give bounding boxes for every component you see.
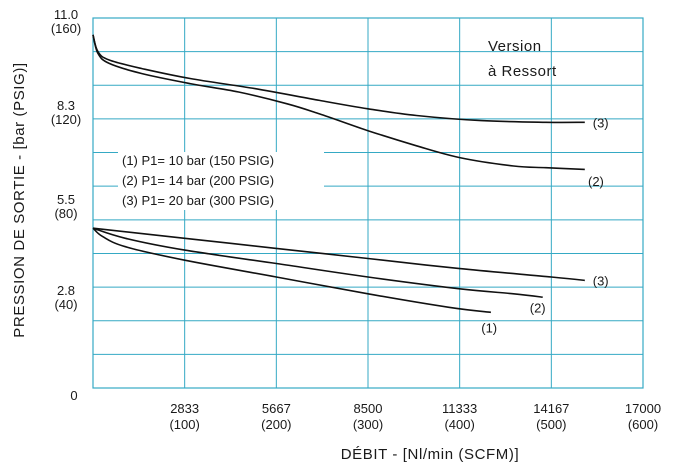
- curve-low-4: [92, 227, 543, 298]
- x-tick-labels: 2833(100) 5667(200) 8500(300) 11333(400) 141…: [169, 401, 661, 432]
- curve-labels: (3) (2) (3) (2) (1): [481, 115, 608, 335]
- curve-low-5: [92, 227, 491, 314]
- curve-high-2: [92, 34, 585, 171]
- y-tick-label: 2.8: [57, 283, 75, 298]
- x-axis-title: DÉBIT - [Nl/min (SCFM)]: [341, 446, 520, 463]
- x-tick-label: 14167: [533, 401, 569, 416]
- y-tick-label: 5.5: [57, 192, 75, 207]
- curves: [92, 34, 585, 314]
- x-tick-sublabel: (100): [169, 417, 199, 432]
- y-axis-title: PRESSION DE SORTIE - [bar (PSIG)]: [11, 62, 28, 337]
- y-tick-label: 11.0: [54, 7, 78, 22]
- x-tick-sublabel: (300): [353, 417, 383, 432]
- legend-entry-2: (2) P1= 14 bar (200 PSIG): [122, 173, 274, 188]
- x-tick-sublabel: (400): [444, 417, 474, 432]
- x-tick-sublabel: (600): [628, 417, 658, 432]
- y-tick-labels: 0 2.8(40) 5.5(80) 8.3(120) 11.0(160): [51, 7, 81, 403]
- y-tick-sublabel: (120): [51, 112, 81, 127]
- y-tick-label: 0: [70, 388, 77, 403]
- y-tick-label: 8.3: [57, 98, 75, 113]
- curve-label: (1): [481, 320, 497, 335]
- legend-entry-3: (3) P1= 20 bar (300 PSIG): [122, 193, 274, 208]
- x-tick-label: 5667: [262, 401, 291, 416]
- y-tick-sublabel: (160): [51, 21, 81, 36]
- x-tick-label: 11333: [442, 401, 477, 416]
- annotation-line-2: à Ressort: [488, 63, 557, 80]
- curve-label: (2): [530, 300, 546, 315]
- x-tick-label: 17000: [625, 401, 661, 416]
- y-tick-sublabel: (40): [54, 297, 77, 312]
- curve-low-3: [92, 227, 585, 282]
- legend-entry-1: (1) P1= 10 bar (150 PSIG): [122, 153, 274, 168]
- x-tick-label: 2833: [170, 401, 199, 416]
- plot-frame: [92, 17, 644, 389]
- curve-label: (2): [588, 174, 604, 189]
- curve-label: (3): [593, 273, 609, 288]
- x-tick-label: 8500: [354, 401, 383, 416]
- legend: (1) P1= 10 bar (150 PSIG) (2) P1= 14 bar…: [118, 152, 324, 210]
- legend-background: [118, 152, 324, 210]
- y-tick-sublabel: (80): [54, 206, 77, 221]
- plot-border: [92, 17, 644, 389]
- curve-high-1: [92, 34, 585, 124]
- version-annotation: Version à Ressort: [488, 38, 557, 80]
- x-tick-sublabel: (500): [536, 417, 566, 432]
- annotation-line-1: Version: [488, 38, 542, 55]
- curve-label: (3): [593, 115, 609, 130]
- x-tick-sublabel: (200): [261, 417, 291, 432]
